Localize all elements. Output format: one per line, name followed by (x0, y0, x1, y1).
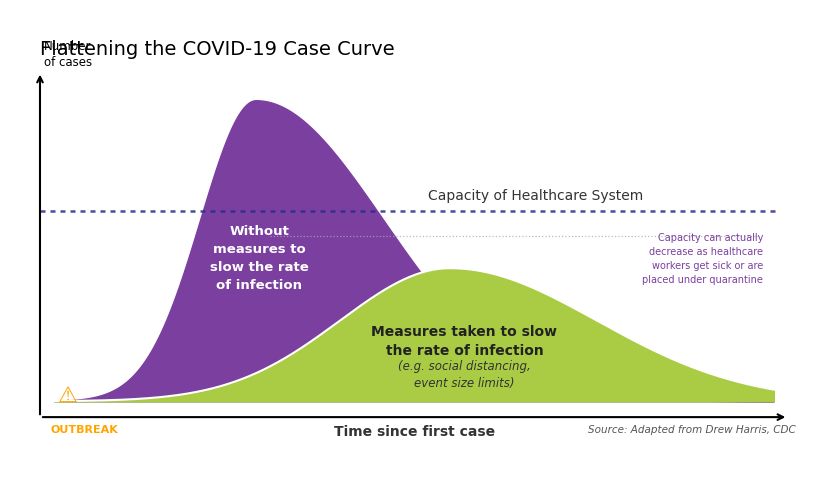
Text: Measures taken to slow
the rate of infection: Measures taken to slow the rate of infec… (371, 325, 557, 358)
Text: (e.g. social distancing,
event size limits): (e.g. social distancing, event size limi… (397, 360, 530, 390)
Text: ⚠: ⚠ (58, 386, 78, 406)
Text: OUTBREAK: OUTBREAK (51, 425, 119, 435)
Text: Source: Adapted from Drew Harris, CDC: Source: Adapted from Drew Harris, CDC (587, 425, 794, 434)
Text: Flattening the COVID-19 Case Curve: Flattening the COVID-19 Case Curve (40, 40, 394, 59)
Text: Time since first case: Time since first case (333, 425, 494, 439)
Text: Number
of cases: Number of cases (43, 39, 92, 68)
Text: Without
measures to
slow the rate
of infection: Without measures to slow the rate of inf… (210, 225, 309, 292)
Text: Capacity of Healthcare System: Capacity of Healthcare System (428, 189, 643, 203)
Text: Capacity can actually
decrease as healthcare
workers get sick or are
placed unde: Capacity can actually decrease as health… (641, 233, 762, 285)
